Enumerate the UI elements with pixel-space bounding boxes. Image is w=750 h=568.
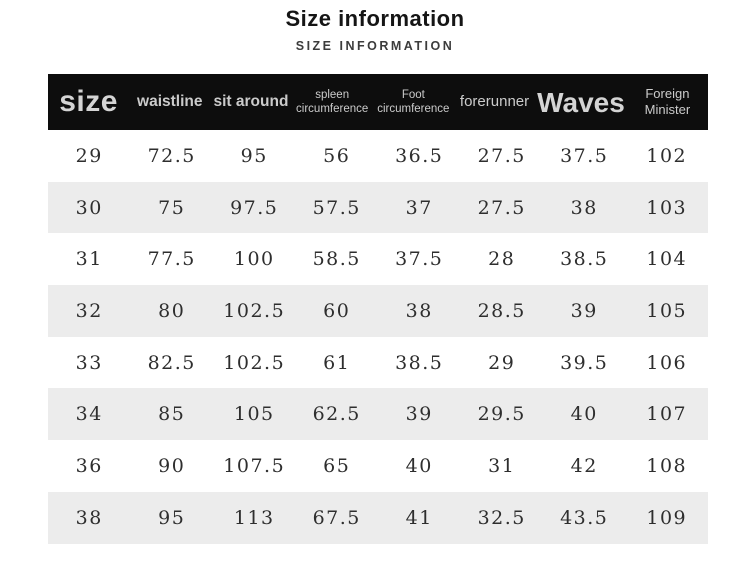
table-cell: 27.5	[477, 196, 526, 219]
table-cell: 28.5	[477, 299, 526, 322]
page-subtitle: SIZE INFORMATION	[295, 39, 455, 53]
table-cell: 36.5	[395, 144, 444, 167]
table-cell: 31	[75, 248, 103, 271]
table-row-size-36: 36 90 107.5 65 40 31 42 108	[48, 440, 708, 492]
table-row-size-29: 29 72.5 95 56 36.5 27.5 37.5 102	[48, 130, 708, 182]
table-cell: 82.5	[147, 351, 196, 374]
table-cell: 39	[570, 299, 598, 322]
table-cell: 67.5	[312, 506, 361, 529]
table-cell: 34	[75, 403, 103, 426]
column-header-foreign-minister: Foreign Minister	[644, 85, 691, 117]
table-cell: 85	[158, 403, 186, 426]
table-row-size-30: 30 75 97.5 57.5 37 27.5 38 103	[48, 181, 708, 234]
table-cell: 29	[488, 351, 516, 374]
table-cell: 77.5	[147, 248, 196, 271]
table-cell: 90	[158, 454, 186, 477]
column-header-forerunner: forerunner	[459, 92, 530, 110]
table-cell: 29	[75, 144, 103, 167]
table-cell: 43.5	[560, 506, 609, 529]
column-header-sit-around: sit around	[213, 93, 289, 111]
table-cell: 38	[75, 506, 103, 529]
table-cell: 105	[646, 299, 688, 322]
table-cell: 100	[233, 248, 275, 271]
table-cell: 113	[233, 506, 275, 529]
table-row-size-31: 31 77.5 100 58.5 37.5 28 38.5 104	[48, 233, 708, 286]
table-cell: 108	[646, 454, 688, 477]
table-body: 29 72.5 95 56 36.5 27.5 37.5 102 30 75 97.5 57.5 37 2…	[48, 130, 708, 544]
column-header-waistline: waistline	[137, 93, 203, 111]
column-header-waves: Waves	[537, 86, 625, 118]
table-cell: 80	[158, 299, 186, 322]
table-cell: 106	[646, 351, 688, 374]
table-cell: 97.5	[230, 196, 279, 219]
table-cell: 36	[75, 454, 103, 477]
column-header-spleen-circumference: spleen circumference	[296, 88, 369, 115]
table-cell: 30	[75, 196, 103, 219]
table-row-size-32: 32 80 102.5 60 38 28.5 39 105	[48, 285, 708, 337]
table-cell: 75	[158, 196, 186, 219]
table-cell: 37.5	[560, 144, 609, 167]
page-title: Size information	[285, 6, 465, 31]
table-cell: 38.5	[395, 351, 444, 374]
table-cell: 32.5	[477, 506, 526, 529]
table-cell: 60	[323, 299, 351, 322]
column-header-size: size	[59, 85, 118, 119]
table-header-row: size waistline sit around spleen circumfere…	[48, 74, 708, 130]
table-cell: 40	[405, 454, 433, 477]
table-cell: 95	[158, 506, 186, 529]
table-cell: 107.5	[223, 454, 286, 477]
table-cell: 39.5	[560, 351, 609, 374]
table-row-size-33: 33 82.5 102.5 61 38.5 29 39.5 106	[48, 336, 708, 389]
table-cell: 102.5	[223, 299, 286, 322]
table-cell: 29.5	[477, 403, 526, 426]
table-cell: 40	[570, 403, 598, 426]
table-cell: 62.5	[312, 403, 361, 426]
table-cell: 42	[570, 454, 598, 477]
table-cell: 105	[233, 403, 275, 426]
table-cell: 37.5	[395, 248, 444, 271]
table-cell: 41	[405, 506, 433, 529]
table-cell: 109	[646, 506, 688, 529]
table-cell: 95	[240, 144, 268, 167]
table-row-size-34: 34 85 105 62.5 39 29.5 40 107	[48, 388, 708, 441]
table-cell: 56	[323, 144, 351, 167]
table-cell: 72.5	[147, 144, 196, 167]
table-cell: 58.5	[312, 248, 361, 271]
table-cell: 103	[646, 196, 688, 219]
table-cell: 31	[488, 454, 516, 477]
table-cell: 104	[646, 248, 688, 271]
table-cell: 27.5	[477, 144, 526, 167]
column-header-foot-circumference: Foot circumference	[377, 88, 450, 115]
table-cell: 107	[646, 403, 688, 426]
table-cell: 57.5	[312, 196, 361, 219]
table-cell: 33	[75, 351, 103, 374]
table-cell: 102	[646, 144, 688, 167]
table-cell: 37	[405, 196, 433, 219]
table-cell: 102.5	[223, 351, 286, 374]
title-block: Size information SIZE INFORMATION	[0, 6, 750, 53]
table-cell: 38	[570, 196, 598, 219]
table-cell: 38.5	[560, 248, 609, 271]
table-cell: 39	[405, 403, 433, 426]
table-cell: 65	[323, 454, 351, 477]
table-row-size-38: 38 95 113 67.5 41 32.5 43.5 109	[48, 491, 708, 544]
table-cell: 28	[488, 248, 516, 271]
table-cell: 38	[405, 299, 433, 322]
table-cell: 32	[75, 299, 103, 322]
size-table: size waistline sit around spleen circumfere…	[48, 74, 708, 544]
table-cell: 61	[323, 351, 351, 374]
